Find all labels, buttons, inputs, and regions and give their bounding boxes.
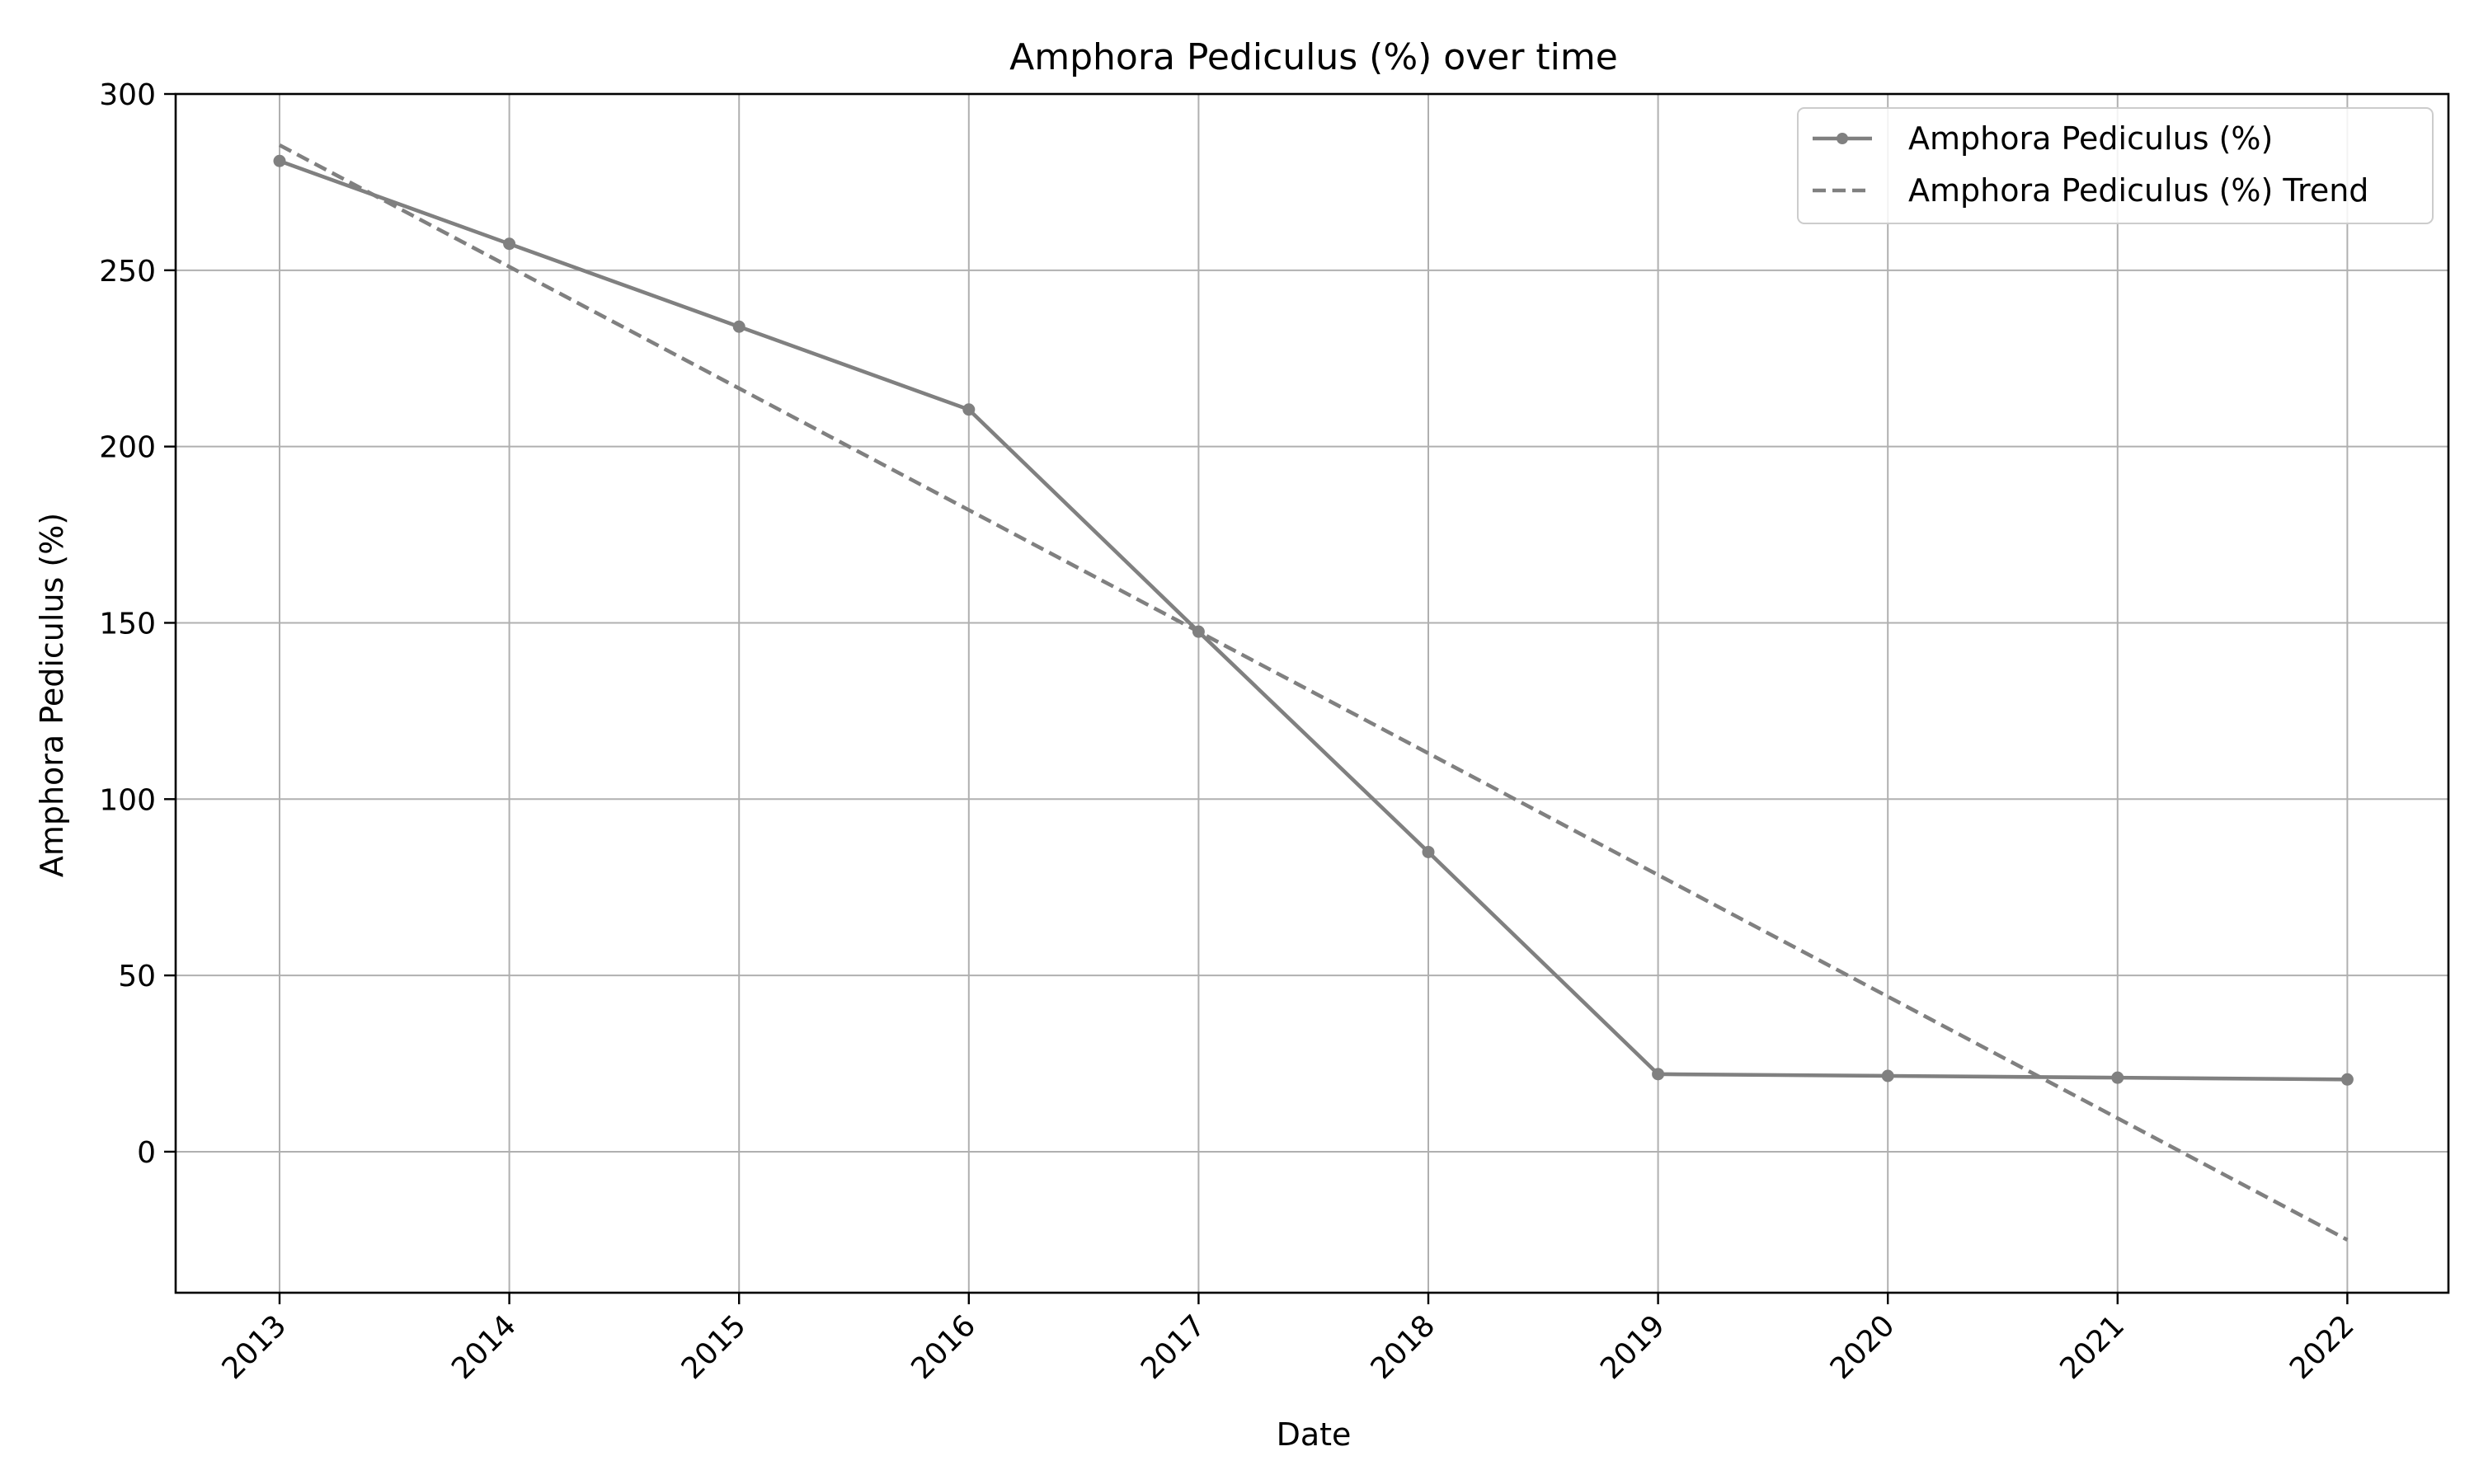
legend: Amphora Pediculus (%) Amphora Pediculus …	[1797, 107, 2434, 224]
x-tick-label: 2013	[216, 1308, 294, 1386]
x-tick-label: 2016	[905, 1308, 982, 1386]
data-point	[732, 320, 745, 333]
chart-title: Amphora Pediculus (%) over time	[1009, 36, 1618, 78]
data-point	[2340, 1073, 2354, 1086]
x-tick-label: 2017	[1135, 1308, 1212, 1386]
y-tick-label: 300	[99, 78, 156, 112]
y-axis-label: Amphora Pediculus (%)	[34, 513, 70, 877]
legend-label-trend: Amphora Pediculus (%) Trend	[1908, 172, 2368, 209]
x-axis-label: Date	[1277, 1416, 1352, 1453]
data-point	[2111, 1071, 2124, 1084]
x-tick-label: 2021	[2053, 1308, 2131, 1386]
y-tick-label: 250	[99, 255, 156, 289]
x-tick-label: 2015	[675, 1308, 753, 1386]
y-tick-label: 0	[137, 1136, 156, 1170]
data-point	[1422, 845, 1435, 858]
x-tick-label: 2018	[1365, 1308, 1442, 1386]
x-tick-label: 2014	[445, 1308, 523, 1386]
legend-box	[1797, 107, 2434, 224]
y-tick-label: 150	[99, 607, 156, 641]
x-tick-label: 2020	[1824, 1308, 1902, 1386]
x-tick-label: 2019	[1594, 1308, 1672, 1386]
data-point	[503, 237, 516, 251]
data-point	[962, 403, 976, 416]
legend-marker	[1837, 133, 1848, 144]
trend-line	[278, 143, 2349, 1242]
series-layer	[273, 143, 2354, 1242]
legend-label-series: Amphora Pediculus (%)	[1908, 120, 2273, 157]
data-point	[1881, 1069, 1894, 1082]
plot-frame	[174, 92, 2450, 1294]
axes: 2013 2014 2015 2016 2017 2018 2019 2020 2021 2022…	[99, 78, 2360, 1386]
y-tick-label: 200	[99, 431, 156, 465]
series-line	[279, 159, 2348, 1082]
y-tick-label: 100	[99, 783, 156, 817]
data-point	[1652, 1068, 1665, 1081]
y-tick-label: 50	[118, 960, 156, 993]
x-tick-label: 2022	[2284, 1308, 2361, 1386]
data-point	[273, 154, 286, 167]
